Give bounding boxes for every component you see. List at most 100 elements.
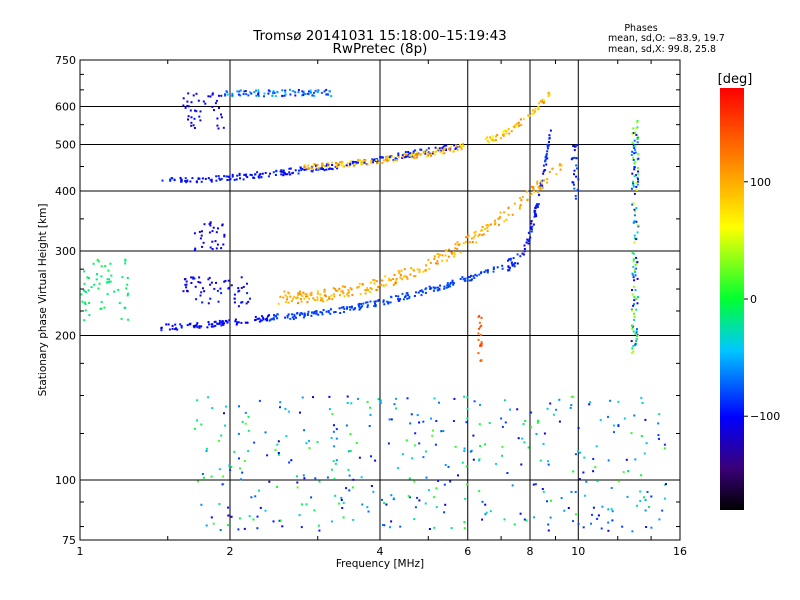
data-point [297,292,300,295]
data-point [244,90,247,92]
data-point [208,231,211,234]
data-point [345,424,348,427]
data-point [379,402,382,405]
data-point [290,300,293,303]
data-point [407,495,410,497]
data-point [474,230,477,233]
data-point [573,156,576,159]
x-tick-label: 1 [77,545,84,558]
data-point [473,231,476,234]
data-point [376,159,379,162]
data-point [83,270,86,273]
data-point [407,294,409,297]
data-point [284,294,287,297]
data-point [516,262,519,265]
data-point [632,143,635,146]
data-point [634,271,637,273]
data-point [225,319,228,322]
data-point [211,407,214,410]
data-point [374,158,376,161]
data-point [410,154,413,157]
data-point [196,322,199,325]
data-point [519,204,522,207]
data-point [547,144,550,147]
data-point [453,282,455,285]
data-point [449,480,452,483]
data-point [281,89,284,92]
data-point [632,156,635,159]
data-point [240,478,242,481]
data-point [237,528,240,531]
data-point [406,397,409,400]
data-point [501,445,504,448]
data-point [329,308,332,311]
data-point [632,350,635,353]
data-point [369,291,372,293]
data-point [460,146,463,149]
data-point [316,290,319,293]
data-point [494,139,497,142]
data-point [301,294,304,297]
data-point [665,483,667,485]
data-point [302,90,305,93]
data-point [349,160,352,163]
data-point [260,319,263,322]
data-point [623,417,626,420]
x-tick-label: 6 [464,545,471,558]
data-point [376,162,378,165]
data-point [632,182,635,185]
data-point [435,262,437,265]
data-point [473,277,476,279]
data-point [527,446,530,449]
data-point [335,437,338,440]
data-point [230,466,233,468]
data-point [233,450,236,453]
data-point [346,307,348,310]
data-point [417,291,420,294]
data-point [537,106,540,109]
data-point [443,287,446,290]
data-point [559,163,561,166]
data-point [420,294,423,297]
data-point [525,241,528,244]
data-point [240,301,243,304]
data-point [256,171,259,174]
data-point [256,527,259,530]
data-point [120,317,123,320]
data-point [546,181,548,184]
data-point [508,132,511,135]
data-point [317,89,320,92]
data-point [315,312,318,315]
data-point [305,503,308,506]
data-point [223,412,225,415]
data-point [269,172,271,175]
data-point [485,511,488,514]
data-point [644,418,647,421]
data-point [502,133,504,136]
data-point [233,301,236,304]
data-point [286,173,289,176]
data-point [464,279,467,282]
data-point [165,323,168,326]
data-point [353,161,356,163]
data-point [345,164,348,167]
data-point [218,322,221,325]
data-point [496,266,499,269]
data-point [479,445,482,447]
data-point [589,401,592,404]
data-point [339,312,342,314]
data-point [509,408,512,411]
data-point [532,185,535,188]
data-point [395,407,397,410]
data-point [220,434,223,437]
data-point [617,424,620,427]
data-point [220,292,223,295]
data-point [631,172,634,175]
data-point [84,291,87,294]
data-point [184,177,187,180]
data-point [302,94,305,96]
data-point [478,458,481,461]
data-point [209,297,212,300]
data-point [522,423,525,425]
y-tick-label: 100 [55,474,76,487]
